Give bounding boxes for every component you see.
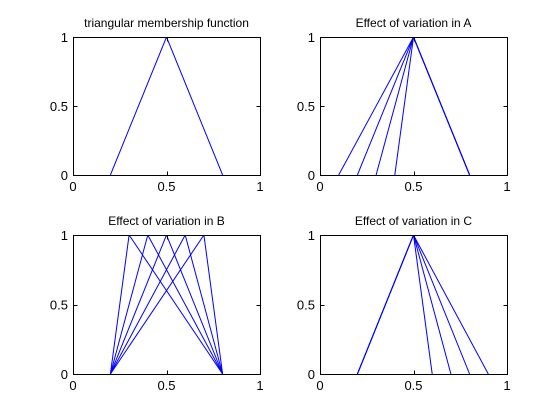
subplot-2: Effect of variation in A 0 0.5 1 0 0.5 1 [297, 16, 511, 194]
x-tick-label: 0 [69, 179, 76, 194]
series-line-3 [375, 37, 471, 175]
y-tick-label: 1 [61, 228, 68, 243]
series-line-4 [356, 235, 489, 374]
subplot-title: triangular membership function [84, 16, 249, 30]
subplot-title: Effect of variation in B [108, 214, 225, 228]
series-line-2 [356, 37, 471, 175]
y-tick-label: 0 [308, 367, 315, 382]
series-group [338, 37, 471, 175]
series-line-5 [109, 235, 224, 374]
y-tick-label: 0 [308, 168, 315, 183]
x-tick-label: 0.5 [157, 179, 175, 194]
x-tick-label: 0.5 [157, 378, 175, 393]
subplot-1: triangular membership function 0 0.5 1 0 0.5 1 [50, 16, 264, 194]
axes-box [73, 37, 261, 176]
subplot-title: Effect of variation in C [355, 214, 473, 228]
series-line-4 [394, 37, 471, 175]
y-tick-label: 1 [308, 30, 315, 45]
x-tick-label: 1 [503, 378, 510, 393]
subplot-3: Effect of variation in B 0 0.5 1 0 0.5 1 [50, 214, 264, 393]
series-line-3 [109, 235, 224, 374]
y-tick-label: 0 [61, 367, 68, 382]
y-tick-label: 0.5 [297, 99, 315, 114]
series-line-4 [109, 235, 224, 374]
series-line-3 [356, 235, 471, 374]
subplot-4: Effect of variation in C 0 0.5 1 0 0.5 1 [297, 214, 511, 393]
series-line-2 [109, 235, 224, 374]
x-tick-label: 1 [256, 179, 263, 194]
axes-box [320, 37, 508, 176]
y-tick-label: 0.5 [297, 298, 315, 313]
x-tick-label: 0.5 [404, 378, 422, 393]
series-line-1 [109, 37, 224, 175]
x-tick-label: 0 [316, 378, 323, 393]
axes-box [73, 235, 261, 375]
y-tick-label: 0.5 [50, 99, 68, 114]
y-tick-label: 1 [308, 228, 315, 243]
x-tick-label: 0 [69, 378, 76, 393]
x-tick-label: 0.5 [404, 179, 422, 194]
series-group [109, 37, 224, 175]
series-line-2 [356, 235, 452, 374]
axes-box [320, 235, 508, 375]
subplot-title: Effect of variation in A [356, 16, 472, 30]
series-group [356, 235, 489, 374]
series-group [109, 235, 224, 374]
y-tick-label: 0 [61, 168, 68, 183]
y-tick-label: 0.5 [50, 298, 68, 313]
y-tick-label: 1 [61, 30, 68, 45]
x-tick-label: 0 [316, 179, 323, 194]
series-line-1 [109, 235, 224, 374]
x-tick-label: 1 [256, 378, 263, 393]
x-tick-label: 1 [503, 179, 510, 194]
series-line-1 [356, 235, 433, 374]
